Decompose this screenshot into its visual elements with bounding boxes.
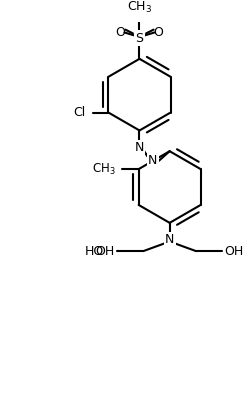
Text: N: N (135, 141, 144, 154)
Text: O: O (153, 26, 163, 39)
Text: HO: HO (84, 245, 104, 258)
Text: O: O (116, 26, 126, 39)
Text: CH$_3$: CH$_3$ (127, 0, 152, 16)
Text: N: N (165, 233, 174, 246)
Text: OH: OH (224, 245, 244, 258)
Text: S: S (135, 32, 143, 44)
Text: Cl: Cl (74, 106, 86, 119)
Text: OH: OH (96, 245, 115, 258)
Text: CH$_3$: CH$_3$ (92, 162, 116, 177)
Text: N: N (148, 154, 157, 167)
